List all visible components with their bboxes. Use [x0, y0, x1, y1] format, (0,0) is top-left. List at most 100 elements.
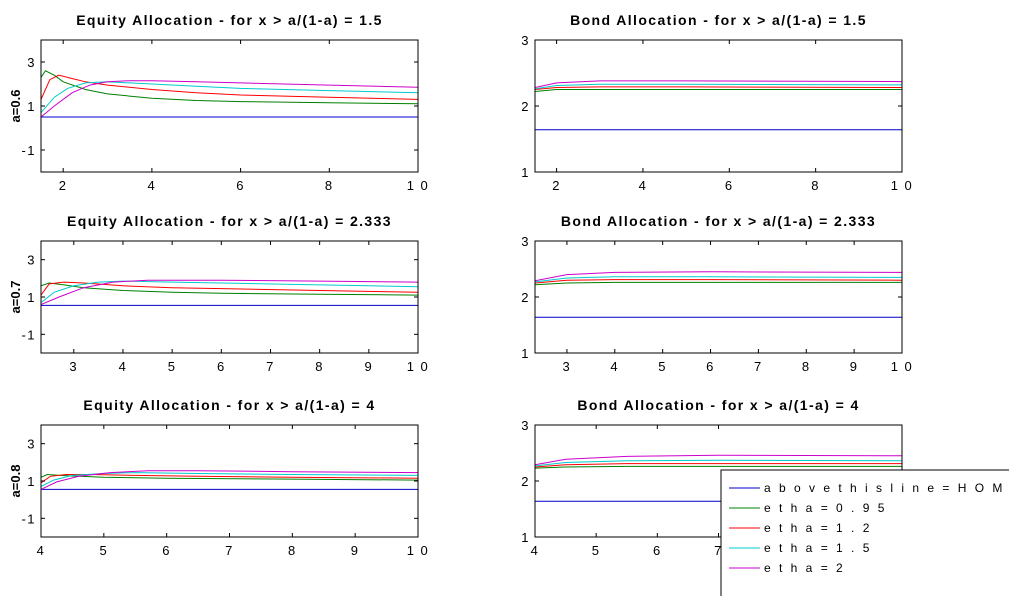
y-tick-label: 1 — [521, 346, 530, 361]
x-tick-label: 4 — [148, 178, 157, 193]
plot-frame — [40, 240, 419, 354]
y-tick-label: 1 — [27, 290, 36, 305]
chart-panel-5: Equity Allocation - for x > a/(1-a) = 4 a… — [8, 397, 430, 558]
x-tick-label: 5 — [592, 543, 601, 558]
chart-title: Bond Allocation - for x > a/(1-a) = 2.33… — [561, 213, 876, 229]
plot-frame — [40, 424, 419, 538]
series-line-3 — [535, 279, 902, 284]
series-line-2 — [41, 70, 418, 105]
x-tick-label: 6 — [162, 543, 171, 558]
series-line-2 — [41, 473, 418, 481]
x-tick-label: 4 — [639, 178, 648, 193]
x-tick-label: 6 — [236, 178, 245, 193]
y-tick-label: 3 — [521, 418, 530, 433]
x-tick-label: 8 — [811, 178, 820, 193]
x-tick-label: 2 — [59, 178, 68, 193]
x-tick-label: 6 — [725, 178, 734, 193]
x-tick-label: 6 — [653, 543, 662, 558]
x-tick-label: 1 0 — [891, 359, 914, 374]
series-line-4 — [535, 83, 902, 90]
series-line-5 — [535, 80, 902, 88]
y-tick-label: -1 — [21, 511, 36, 526]
x-tick-label: 9 — [351, 543, 360, 558]
x-tick-label: 9 — [364, 359, 373, 374]
series-line-4 — [41, 472, 418, 488]
x-tick-label: 1 0 — [891, 178, 914, 193]
legend-label: e t h a = 0 . 9 5 — [764, 501, 887, 515]
x-tick-label: 5 — [658, 359, 667, 374]
legend-label: e t h a = 1 . 2 — [764, 521, 872, 535]
y-tick-label: 3 — [27, 437, 36, 452]
x-tick-label: 3 — [69, 359, 78, 374]
series-line-5 — [41, 470, 418, 490]
legend-label: a b o v e t h i s l i n e = H O M E B I … — [764, 481, 1009, 495]
y-axis-label: a=0.7 — [8, 281, 23, 314]
x-tick-label: 8 — [288, 543, 297, 558]
series-line-2 — [535, 281, 902, 286]
legend-box — [720, 469, 1009, 596]
series-line-2 — [535, 89, 902, 92]
y-tick-label: 2 — [521, 290, 530, 305]
chart-title: Equity Allocation - for x > a/(1-a) = 1.… — [76, 12, 383, 28]
x-tick-label: 4 — [119, 359, 128, 374]
y-tick-label: 2 — [521, 99, 530, 114]
x-tick-label: 5 — [168, 359, 177, 374]
series-line-2 — [535, 465, 902, 469]
y-tick-label: 1 — [521, 165, 530, 180]
x-tick-label: 7 — [266, 359, 275, 374]
legend: a b o v e t h i s l i n e = H O M E B I … — [720, 469, 1009, 596]
y-tick-label: 3 — [27, 55, 36, 70]
chart-title: Equity Allocation - for x > a/(1-a) = 4 — [83, 397, 375, 413]
x-tick-label: 8 — [315, 359, 324, 374]
chart-title: Bond Allocation - for x > a/(1-a) = 4 — [577, 397, 859, 413]
series-line-5 — [535, 271, 902, 282]
series-line-4 — [535, 459, 902, 467]
y-tick-label: 1 — [27, 99, 36, 114]
y-tick-label: 3 — [521, 33, 530, 48]
series-line-5 — [535, 454, 902, 466]
chart-panel-3: Equity Allocation - for x > a/(1-a) = 2.… — [8, 213, 430, 374]
x-tick-label: 7 — [754, 359, 763, 374]
x-tick-label: 3 — [563, 359, 572, 374]
x-tick-label: 4 — [37, 543, 46, 558]
y-tick-label: 3 — [521, 234, 530, 249]
chart-title: Equity Allocation - for x > a/(1-a) = 2.… — [67, 213, 392, 229]
x-tick-label: 7 — [714, 543, 723, 558]
y-tick-label: 3 — [27, 253, 36, 268]
chart-panel-6: Bond Allocation - for x > a/(1-a) = 4 4 5 6… — [521, 397, 903, 558]
x-tick-label: 7 — [225, 543, 234, 558]
chart-panel-1: Equity Allocation - for x > a/(1-a) = 1.… — [8, 12, 430, 193]
x-tick-label: 6 — [217, 359, 226, 374]
x-tick-label: 8 — [325, 178, 334, 193]
x-tick-label: 6 — [706, 359, 715, 374]
x-tick-label: 1 0 — [407, 178, 430, 193]
chart-title: Bond Allocation - for x > a/(1-a) = 1.5 — [570, 12, 867, 28]
chart-panel-4: Bond Allocation - for x > a/(1-a) = 2.33… — [521, 213, 914, 374]
x-tick-label: 1 0 — [407, 543, 430, 558]
plot-frame — [40, 39, 419, 173]
series-line-3 — [535, 86, 902, 90]
plot-frame — [534, 39, 903, 173]
plot-frame — [534, 240, 903, 354]
series-line-3 — [41, 474, 418, 484]
y-tick-label: 1 — [521, 530, 530, 545]
y-tick-label: -1 — [21, 143, 36, 158]
x-tick-label: 2 — [552, 178, 561, 193]
series-line-3 — [41, 74, 418, 100]
series-line-4 — [535, 276, 902, 283]
series-line-5 — [41, 279, 418, 305]
x-tick-label: 8 — [802, 359, 811, 374]
x-tick-label: 4 — [610, 359, 619, 374]
y-axis-label: a=0.8 — [8, 465, 23, 498]
legend-label: e t h a = 2 — [764, 561, 845, 575]
y-tick-label: 1 — [27, 474, 36, 489]
y-axis-label: a=0.6 — [8, 90, 23, 123]
series-line-4 — [41, 81, 418, 113]
y-tick-label: 2 — [521, 474, 530, 489]
chart-panel-2: Bond Allocation - for x > a/(1-a) = 1.5 2… — [521, 12, 914, 193]
y-tick-label: -1 — [21, 327, 36, 342]
series-line-5 — [41, 80, 418, 118]
x-tick-label: 1 0 — [407, 359, 430, 374]
legend-label: e t h a = 1 . 5 — [764, 541, 872, 555]
